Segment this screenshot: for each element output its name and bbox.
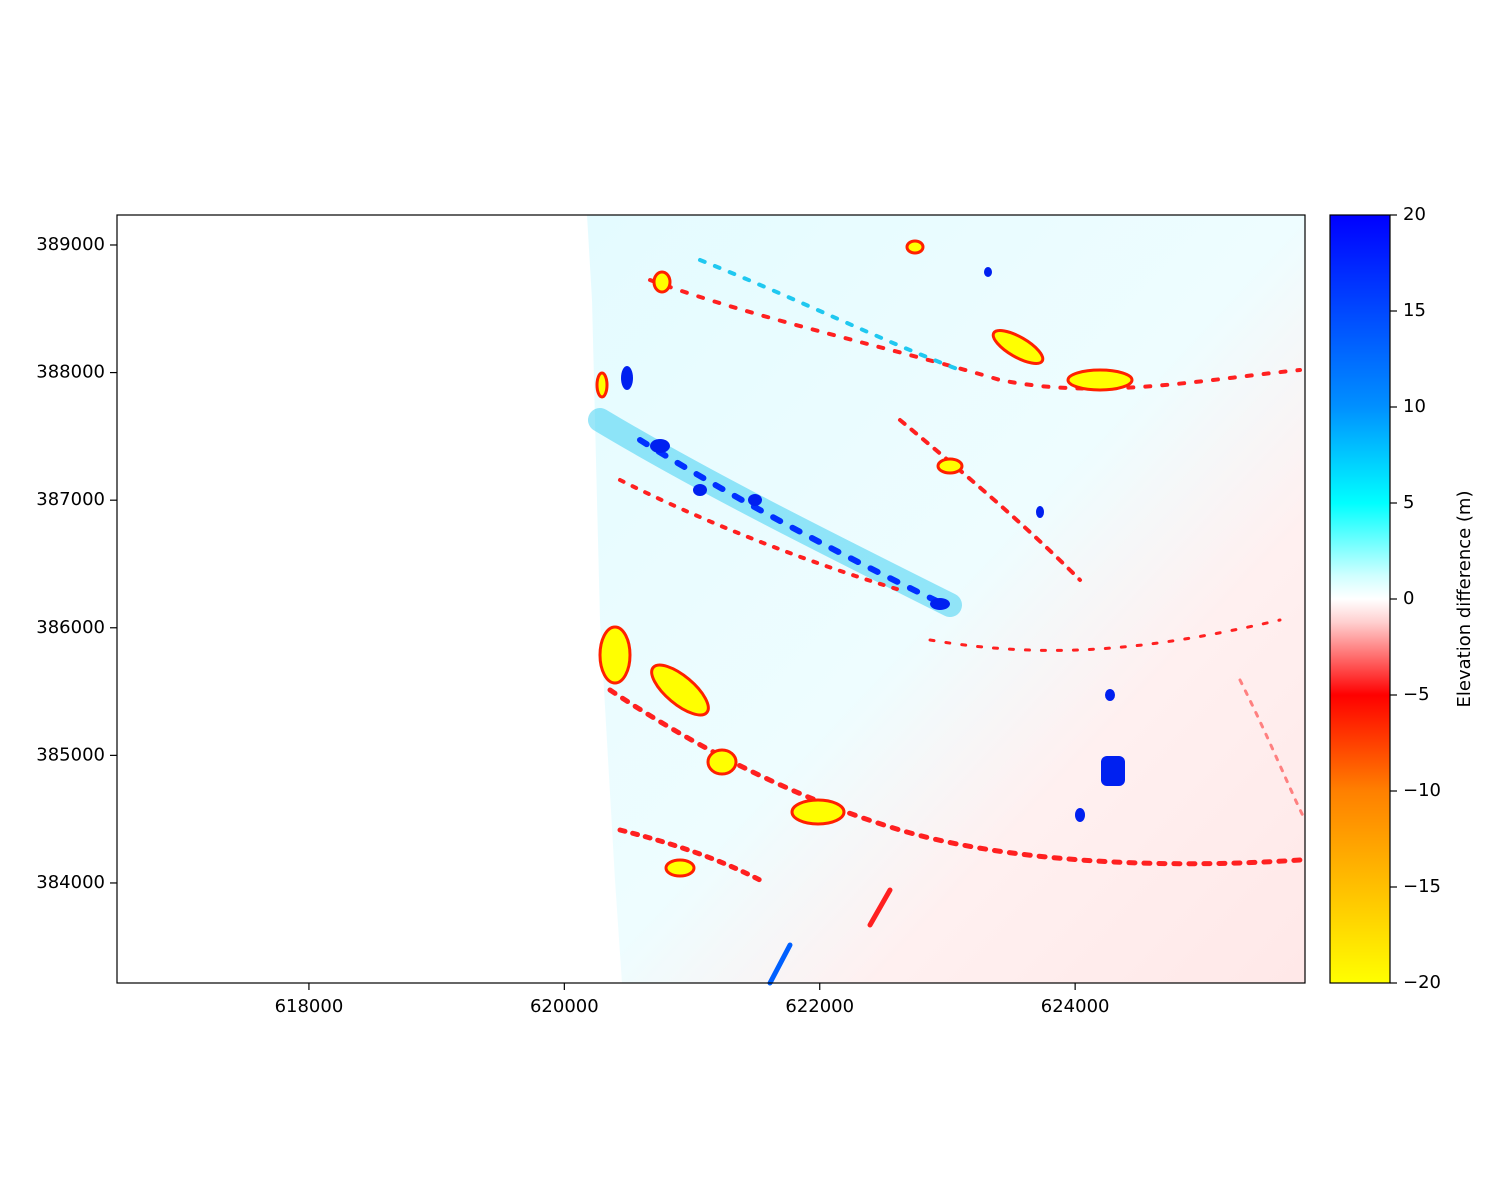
x-tick-label: 624000: [1041, 996, 1110, 1017]
colorbar-tick-label: −10: [1403, 780, 1441, 801]
colorbar-tick-label: 10: [1403, 396, 1426, 417]
colorbar-tick-label: −15: [1403, 876, 1441, 897]
colorbar-label: Elevation difference (m): [1454, 491, 1475, 708]
colorbar-tick-label: 5: [1403, 492, 1414, 513]
x-tick-label: 622000: [785, 996, 854, 1017]
x-tick-label: 620000: [530, 996, 599, 1017]
y-tick-label: 387000: [36, 489, 105, 510]
colorbar-tick-label: 20: [1403, 204, 1426, 225]
y-tick-label: 386000: [36, 617, 105, 638]
colorbar-tick-label: 15: [1403, 300, 1426, 321]
colorbar-tick-label: −20: [1403, 972, 1441, 993]
colorbar-tick-label: 0: [1403, 588, 1414, 609]
y-tick-label: 385000: [36, 744, 105, 765]
y-tick-label: 389000: [36, 234, 105, 255]
raster-features: [588, 258, 1307, 986]
axes-frame: [116, 214, 1306, 984]
y-tick-label: 388000: [36, 362, 105, 383]
raster: [587, 215, 1307, 986]
raster-area: [587, 215, 1305, 983]
raster-yellow-blobs: [595, 239, 1134, 878]
y-tick-label: 384000: [36, 872, 105, 893]
raster-blue-blobs: [621, 267, 1125, 822]
x-tick-label: 618000: [275, 996, 344, 1017]
colorbar-tick-label: −5: [1403, 684, 1430, 705]
colorbar: [1329, 214, 1391, 984]
